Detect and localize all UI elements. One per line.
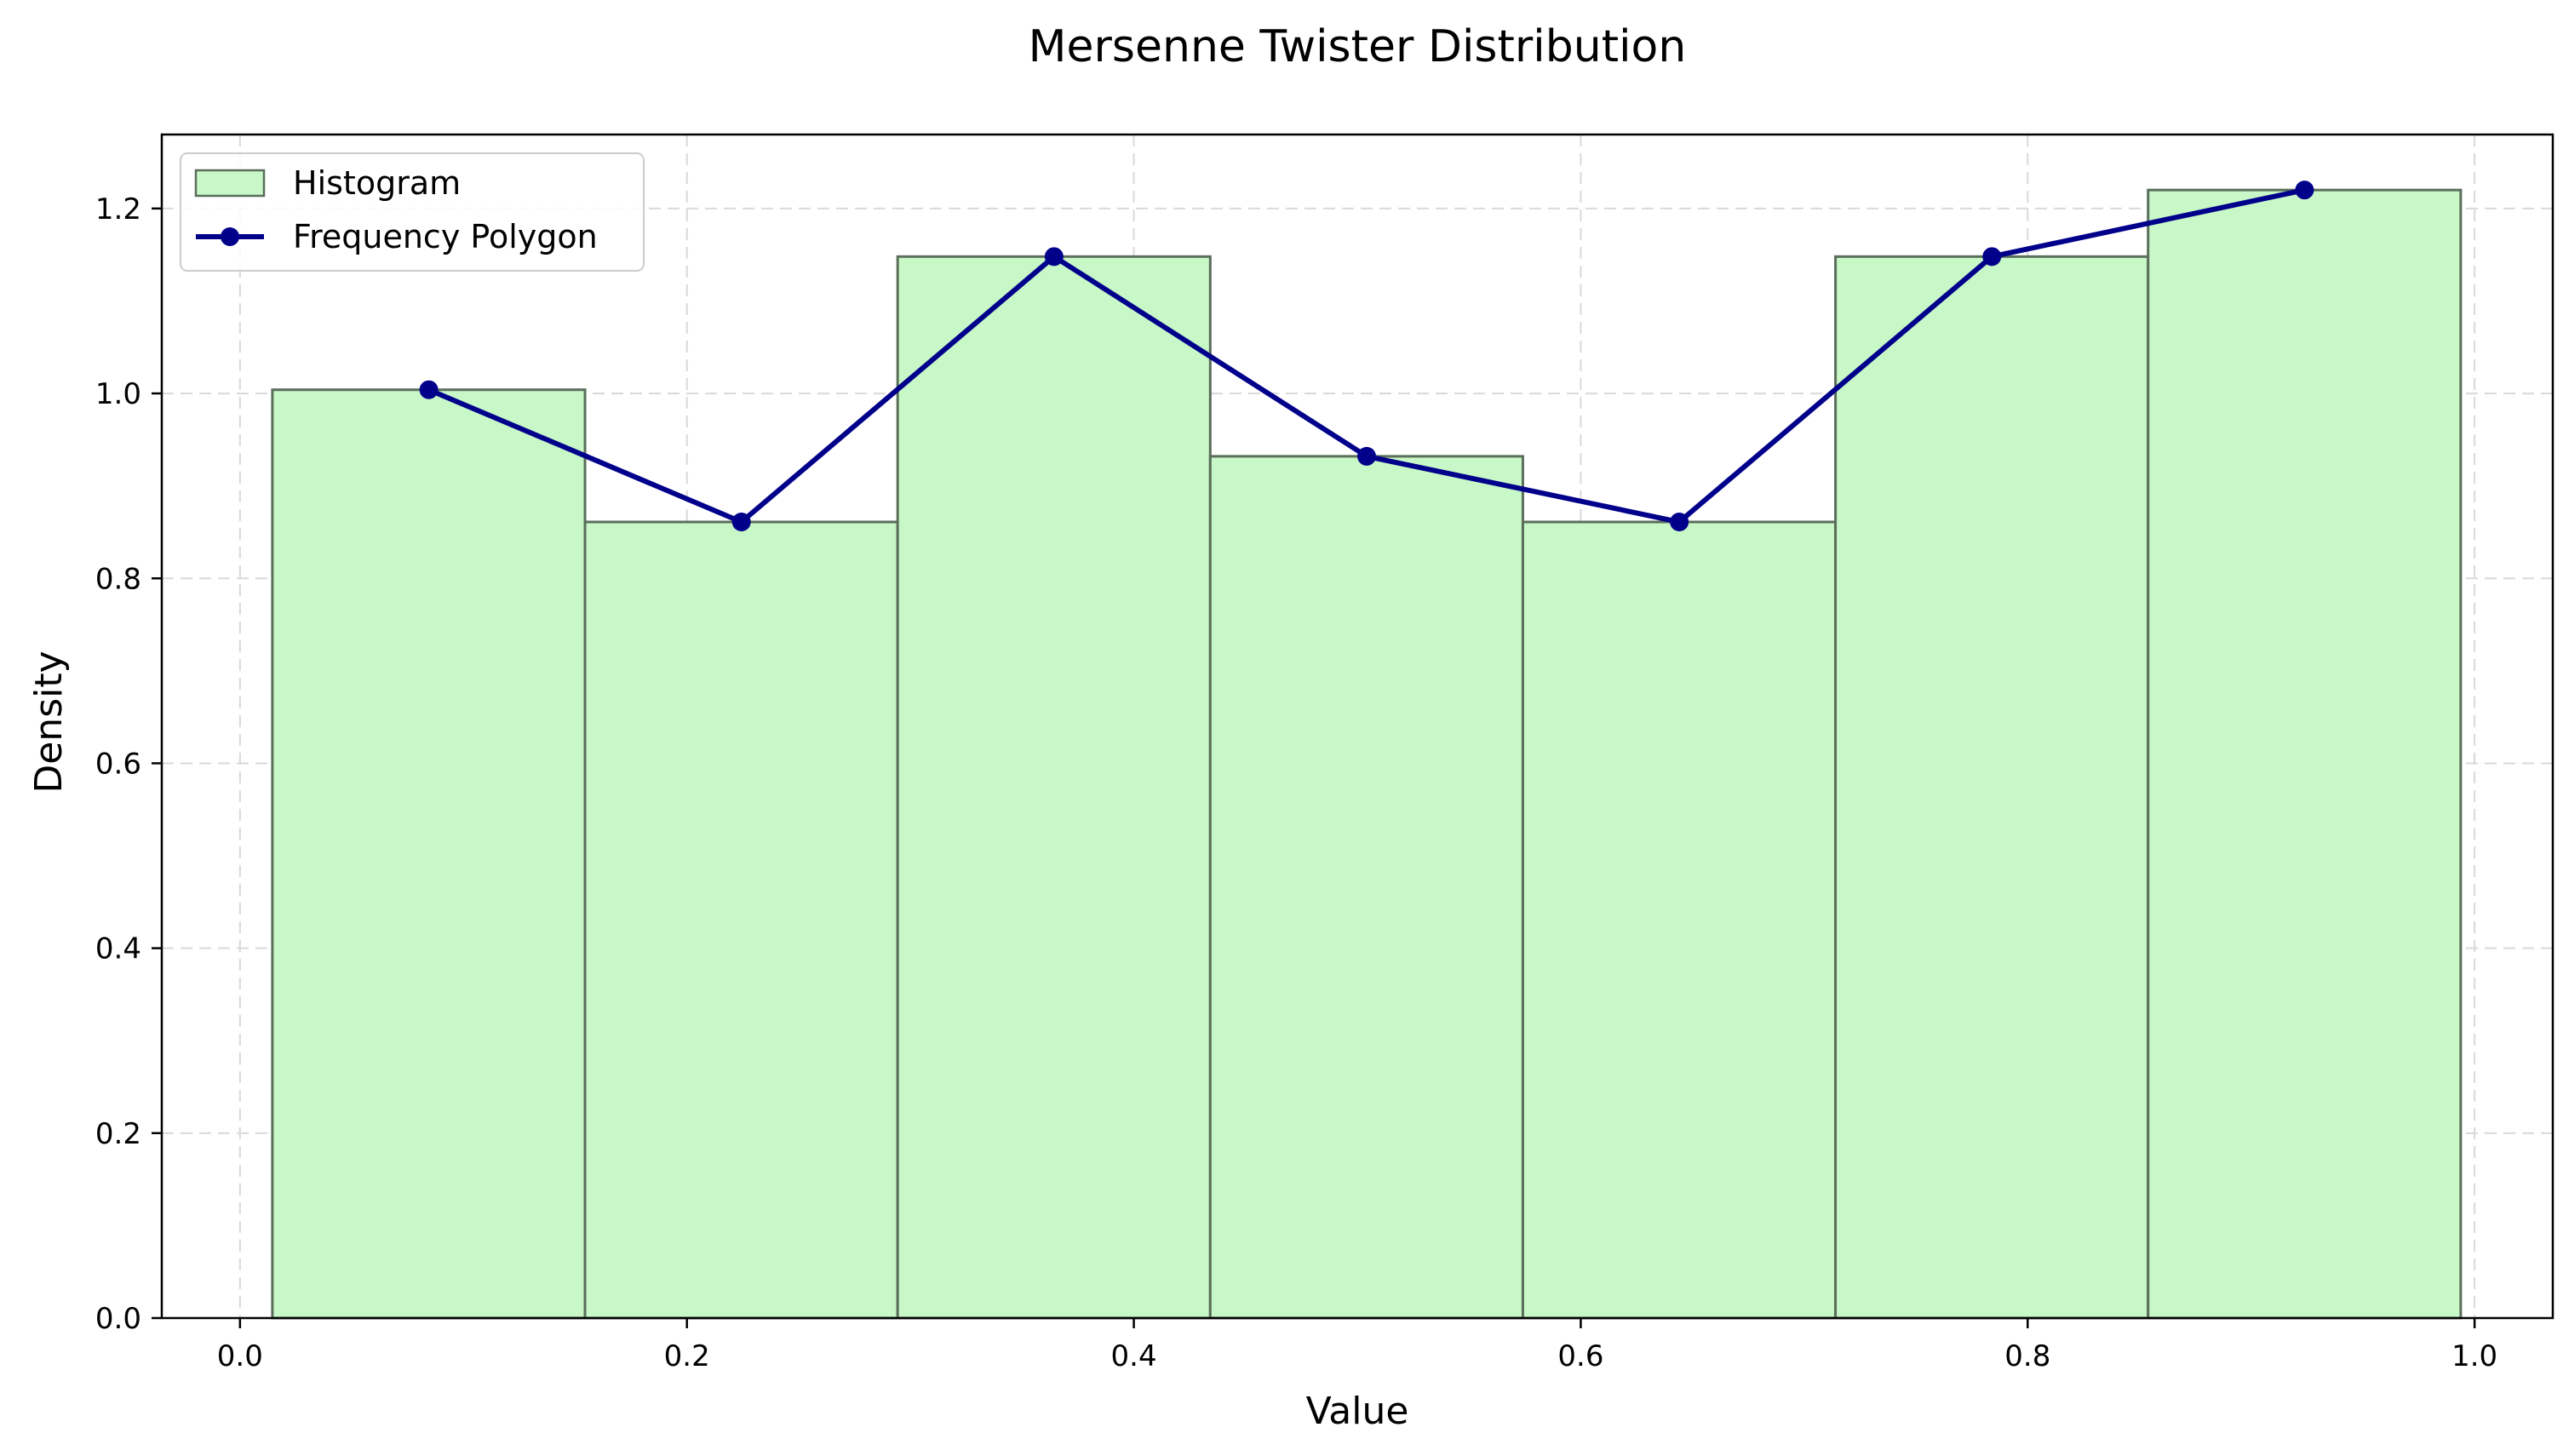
- x-tick-label: 0.4: [1111, 1339, 1157, 1373]
- y-tick-label: 0.4: [95, 932, 141, 966]
- y-tick-label: 0.8: [95, 562, 141, 596]
- y-tick-label: 0.0: [95, 1302, 141, 1336]
- histogram-bar: [271, 388, 587, 1320]
- histogram-bar: [1208, 455, 1524, 1320]
- histogram-bar: [2147, 188, 2463, 1320]
- x-tick-label: 0.2: [664, 1339, 710, 1373]
- legend: Histogram Frequency Polygon: [180, 152, 645, 272]
- histogram-bar: [1834, 255, 2150, 1320]
- polygon-point: [1982, 247, 2002, 267]
- histogram-bar: [583, 520, 899, 1320]
- legend-polygon-marker: [221, 227, 239, 246]
- x-axis-label: Value: [1306, 1390, 1409, 1433]
- plot-frame: [160, 133, 2554, 1320]
- histogram-bar: [896, 255, 1212, 1320]
- polygon-point: [1044, 247, 1064, 267]
- x-tick-label: 1.0: [2451, 1339, 2497, 1373]
- legend-polygon-label: Frequency Polygon: [293, 218, 598, 255]
- x-tick-label: 0.8: [2004, 1339, 2050, 1373]
- y-tick-label: 0.2: [95, 1117, 141, 1151]
- polygon-point: [1357, 446, 1377, 466]
- chart-title: Mersenne Twister Distribution: [1029, 21, 1687, 72]
- y-axis-label: Density: [27, 651, 71, 793]
- y-tick-label: 0.6: [95, 747, 141, 781]
- y-tick-label: 1.0: [95, 377, 141, 411]
- polygon-point: [419, 380, 439, 399]
- histogram-bar: [1521, 520, 1838, 1320]
- histogram-bars: [271, 188, 2463, 1320]
- x-tick-label: 0.0: [217, 1339, 263, 1373]
- polygon-point: [731, 513, 751, 532]
- frequency-polygon: [419, 181, 2314, 532]
- legend-histogram-label: Histogram: [293, 164, 461, 202]
- x-tick-label: 0.6: [1557, 1339, 1603, 1373]
- axis-ticks: 0.0 0.2 0.4 0.6 0.8 1.0 0.0 0.2 0.4 0.6 0.8 1.0 1.2: [95, 192, 2497, 1373]
- polygon-point: [2295, 181, 2314, 200]
- polygon-point: [1670, 513, 1689, 532]
- legend-histogram-swatch: [194, 169, 266, 198]
- legend-box: [180, 152, 645, 272]
- y-tick-label: 1.2: [95, 192, 141, 226]
